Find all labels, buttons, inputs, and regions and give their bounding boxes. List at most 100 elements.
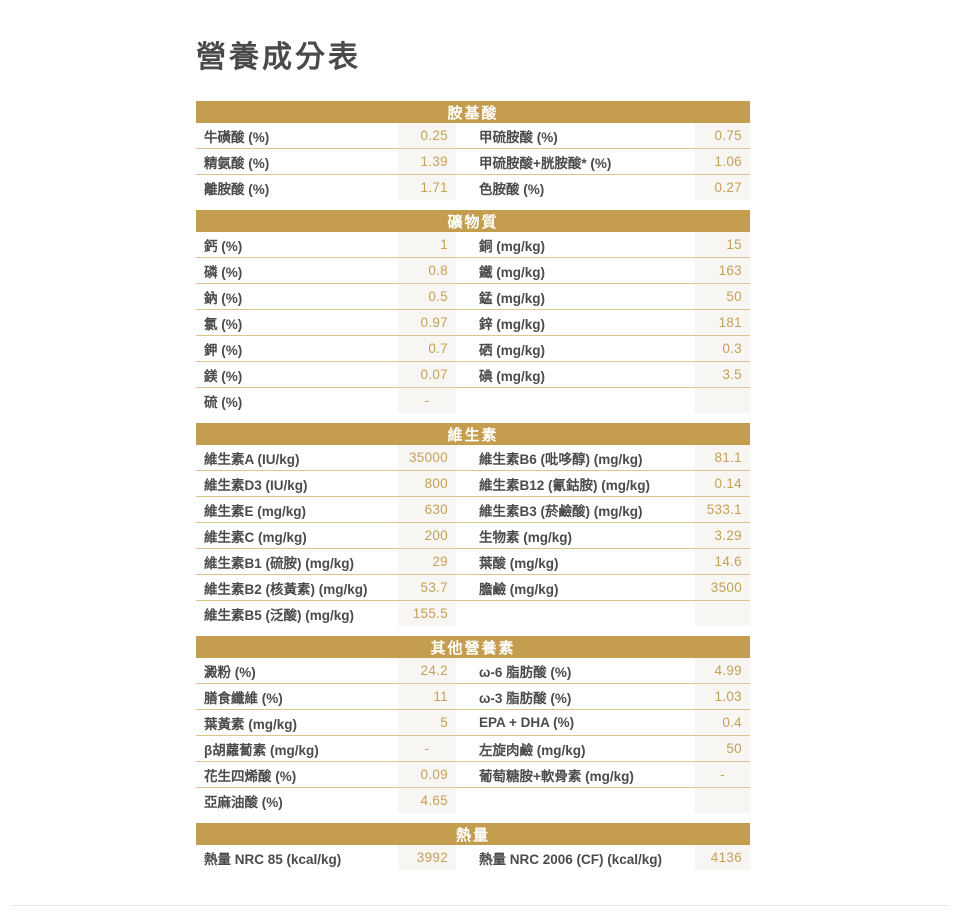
- table-row: 磷 (%) 0.8 鐵 (mg/kg) 163: [196, 258, 750, 284]
- table-row: 熱量 NRC 85 (kcal/kg) 3992 熱量 NRC 2006 (CF) …: [196, 845, 750, 870]
- row-label-right: EPA + DHA (%): [479, 715, 575, 730]
- section-header: 其他營養素: [196, 636, 750, 658]
- row-value-right: 4.99: [695, 658, 750, 683]
- row-value-left: 0.25: [398, 123, 456, 148]
- column-gap: [456, 232, 473, 257]
- column-gap: [456, 310, 473, 335]
- column-gap: [456, 388, 473, 413]
- row-label-right: 維生素B6 (吡哆醇) (mg/kg): [479, 451, 643, 467]
- table-row: 精氨酸 (%) 1.39 甲硫胺酸+胱胺酸* (%) 1.06: [196, 149, 750, 175]
- table-row: 維生素B1 (硫胺) (mg/kg) 29 葉酸 (mg/kg) 14.6: [196, 549, 750, 575]
- row-value-left: -: [398, 388, 456, 413]
- row-label-right: 鐵 (mg/kg): [479, 264, 545, 280]
- row-value-left: 11: [398, 684, 456, 709]
- row-value-left: 0.09: [398, 762, 456, 787]
- row-label-left: 花生四烯酸 (%): [204, 768, 297, 784]
- column-gap: [456, 471, 473, 496]
- row-value-right: -: [695, 762, 750, 787]
- table-section: 胺基酸 牛磺酸 (%) 0.25 甲硫胺酸 (%) 0.75 精氨酸 (%) 1.39 甲硫胺…: [196, 101, 750, 200]
- column-gap: [456, 549, 473, 574]
- row-value-right: 4136: [695, 845, 750, 870]
- row-value-right: 50: [695, 284, 750, 309]
- row-value-right: 181: [695, 310, 750, 335]
- table-row: 膳食纖維 (%) 11 ω-3 脂肪酸 (%) 1.03: [196, 684, 750, 710]
- table-row: 離胺酸 (%) 1.71 色胺酸 (%) 0.27: [196, 175, 750, 200]
- table-section: 維生素 維生素A (IU/kg) 35000 維生素B6 (吡哆醇) (mg/kg) 8…: [196, 423, 750, 626]
- row-value-left: 1.71: [398, 175, 456, 200]
- row-label-left: 亞麻油酸 (%): [204, 794, 283, 810]
- column-gap: [456, 523, 473, 548]
- column-gap: [456, 762, 473, 787]
- row-value-left: 24.2: [398, 658, 456, 683]
- column-gap: [456, 284, 473, 309]
- row-label-left: 精氨酸 (%): [204, 155, 270, 171]
- table-section: 礦物質鈣 (%) 1 銅 (mg/kg) 15 磷 (%) 0.8 鐵 (mg/kg) 163…: [196, 210, 750, 413]
- row-label-right: 生物素 (mg/kg): [479, 529, 572, 545]
- row-value-left: 630: [398, 497, 456, 522]
- row-value-left: 0.8: [398, 258, 456, 283]
- column-gap: [456, 362, 473, 387]
- table-row: 維生素C (mg/kg) 200 生物素 (mg/kg) 3.29: [196, 523, 750, 549]
- row-label-right: [473, 788, 695, 813]
- column-gap: [456, 336, 473, 361]
- row-value-right: 163: [695, 258, 750, 283]
- row-label-left: 維生素E (mg/kg): [204, 503, 307, 519]
- row-value-left: 0.5: [398, 284, 456, 309]
- table-row: 維生素E (mg/kg) 630 維生素B3 (菸鹼酸) (mg/kg) 533.1: [196, 497, 750, 523]
- row-value-right: 3500: [695, 575, 750, 600]
- column-gap: [456, 684, 473, 709]
- column-gap: [456, 258, 473, 283]
- row-value-right: 1.03: [695, 684, 750, 709]
- table-row: 亞麻油酸 (%) 4.65: [196, 788, 750, 813]
- table-row: 葉黃素 (mg/kg) 5 EPA + DHA (%) 0.4: [196, 710, 750, 736]
- row-label-left: 澱粉 (%): [204, 664, 256, 680]
- table-row: 花生四烯酸 (%) 0.09 葡萄糖胺+軟骨素 (mg/kg) -: [196, 762, 750, 788]
- column-gap: [456, 445, 473, 470]
- row-label-right: [473, 601, 695, 626]
- row-value-left: -: [398, 736, 456, 761]
- row-label-left: 維生素B5 (泛酸) (mg/kg): [204, 607, 354, 623]
- row-label-left: 維生素C (mg/kg): [204, 529, 307, 545]
- row-label-right: 膽鹼 (mg/kg): [479, 581, 559, 597]
- table-section: 其他營養素 澱粉 (%) 24.2 ω-6 脂肪酸 (%) 4.99 膳食纖維 (%) 11…: [196, 636, 750, 813]
- column-gap: [456, 658, 473, 683]
- row-value-left: 0.97: [398, 310, 456, 335]
- row-value-left: 1.39: [398, 149, 456, 174]
- row-value-left: 5: [398, 710, 456, 735]
- row-value-left: 4.65: [398, 788, 456, 813]
- row-value-left: 0.07: [398, 362, 456, 387]
- column-gap: [456, 710, 473, 735]
- row-label-right: 硒 (mg/kg): [479, 342, 545, 358]
- row-value-left: 800: [398, 471, 456, 496]
- row-label-left: 熱量 NRC 85 (kcal/kg): [204, 851, 342, 867]
- table-row: 牛磺酸 (%) 0.25 甲硫胺酸 (%) 0.75: [196, 123, 750, 149]
- row-label-right: 維生素B12 (氰鈷胺) (mg/kg): [479, 477, 651, 493]
- row-value-left: 35000: [398, 445, 456, 470]
- row-value-left: 29: [398, 549, 456, 574]
- row-label-left: 氯 (%): [204, 316, 243, 332]
- section-header: 熱量: [196, 823, 750, 845]
- column-gap: [456, 575, 473, 600]
- row-label-right: ω-3 脂肪酸 (%): [479, 690, 572, 706]
- row-value-right: [695, 788, 750, 813]
- page-title: 營養成分表: [196, 41, 361, 74]
- column-gap: [456, 497, 473, 522]
- column-gap: [456, 149, 473, 174]
- section-header: 維生素: [196, 423, 750, 445]
- row-value-right: 0.75: [695, 123, 750, 148]
- nutrition-table: 胺基酸 牛磺酸 (%) 0.25 甲硫胺酸 (%) 0.75 精氨酸 (%) 1.39 甲硫胺…: [196, 101, 750, 880]
- row-label-right: 銅 (mg/kg): [479, 238, 545, 254]
- row-label-right: 碘 (mg/kg): [479, 368, 545, 384]
- row-label-right: 甲硫胺酸+胱胺酸* (%): [479, 155, 612, 171]
- row-label-left: 離胺酸 (%): [204, 181, 270, 197]
- column-gap: [456, 736, 473, 761]
- column-gap: [456, 123, 473, 148]
- table-row: 澱粉 (%) 24.2 ω-6 脂肪酸 (%) 4.99: [196, 658, 750, 684]
- row-label-left: 鉀 (%): [204, 342, 243, 358]
- row-label-right: 錳 (mg/kg): [479, 290, 545, 306]
- row-value-left: 200: [398, 523, 456, 548]
- row-value-left: 53.7: [398, 575, 456, 600]
- table-row: 鈉 (%) 0.5 錳 (mg/kg) 50: [196, 284, 750, 310]
- row-value-right: 50: [695, 736, 750, 761]
